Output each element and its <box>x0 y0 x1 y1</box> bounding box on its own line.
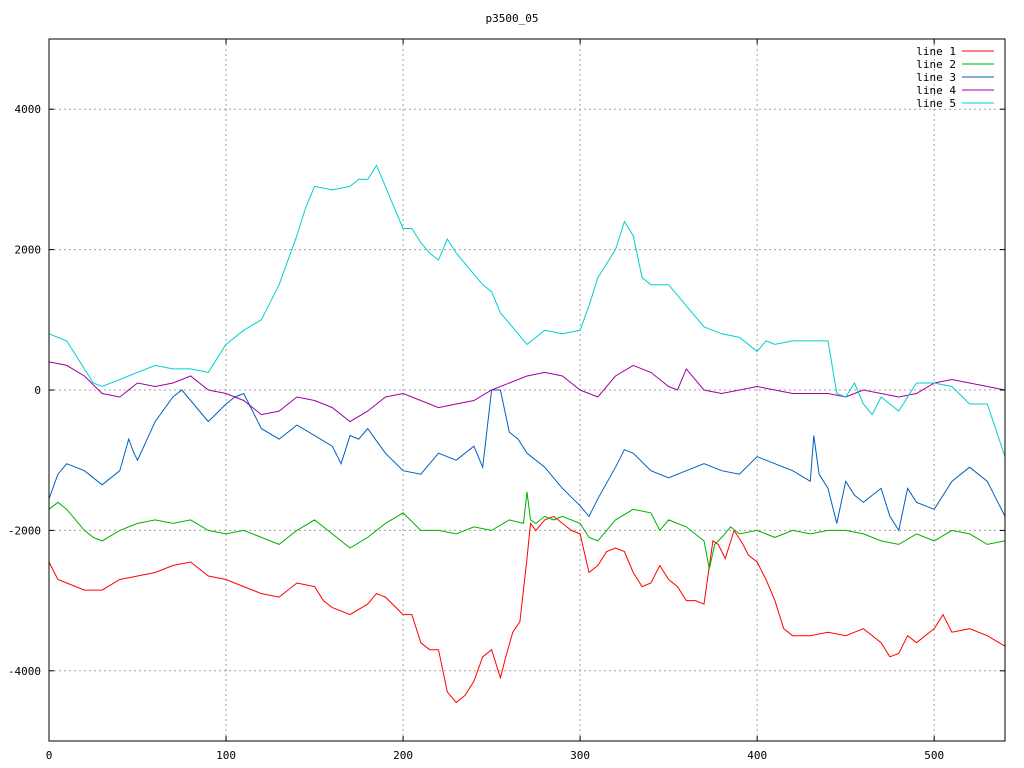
series-line-5 <box>48 164 1006 457</box>
y-tick-label: 4000 <box>15 103 42 116</box>
legend-label: line 1 <box>916 45 956 58</box>
series-line-1 <box>48 515 1006 704</box>
axes: 0 100 200 300 400 500 -4000 -2000 0 2000 4000 <box>8 39 1005 762</box>
y-tick-label: 0 <box>34 384 41 397</box>
x-tick-label: 200 <box>393 749 413 762</box>
x-tick-label: 300 <box>570 749 590 762</box>
series-line-3 <box>48 389 1006 532</box>
chart-title: p3500_05 <box>486 12 539 25</box>
series-line-4 <box>48 361 1006 423</box>
series-layer <box>48 164 1006 704</box>
x-tick-label: 100 <box>216 749 236 762</box>
x-tick-label: 0 <box>46 749 53 762</box>
x-tick-label: 500 <box>924 749 944 762</box>
legend-label: line 2 <box>916 58 956 71</box>
legend-label: line 4 <box>916 84 956 97</box>
x-tick-label: 400 <box>747 749 767 762</box>
y-tick-label: 2000 <box>15 244 42 257</box>
y-tick-label: -4000 <box>8 665 41 678</box>
legend-label: line 3 <box>916 71 956 84</box>
y-tick-label: -2000 <box>8 524 41 537</box>
legend-label: line 5 <box>916 97 956 110</box>
series-line-2 <box>48 491 1006 570</box>
